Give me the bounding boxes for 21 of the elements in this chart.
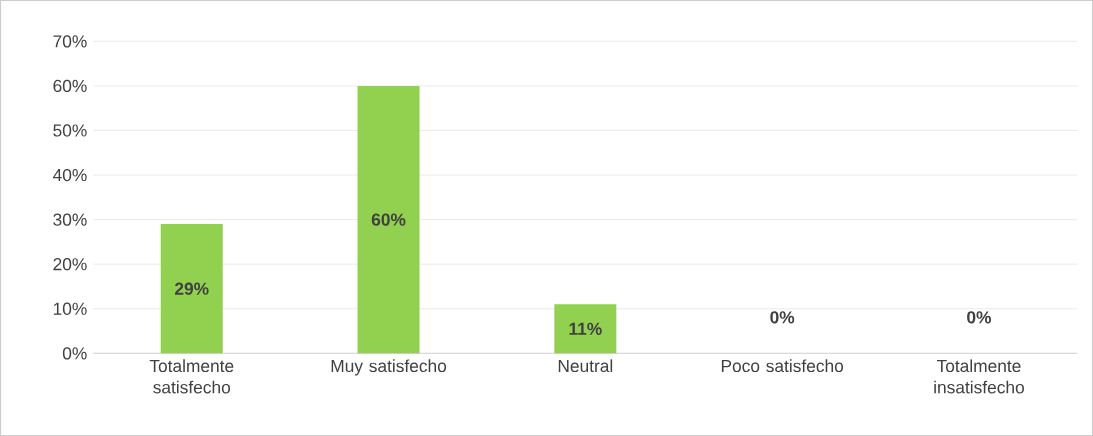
x-tick-label: Totalmente insatisfecho — [934, 359, 1024, 394]
y-tick-label: 0% — [62, 347, 87, 360]
data-label: 29% — [174, 282, 209, 295]
x-tick-label: Poco satisfecho — [721, 359, 844, 373]
bar — [554, 304, 617, 354]
y-tick-label: 70% — [53, 35, 87, 48]
x-tick-label: Muy satisfecho — [331, 359, 447, 376]
y-tick-label: 20% — [53, 258, 87, 271]
bar — [160, 224, 223, 354]
data-label: 60% — [371, 213, 406, 226]
y-tick-label: 50% — [53, 124, 87, 137]
x-tick-label: Neutral — [558, 359, 613, 373]
data-label: 0% — [967, 311, 991, 324]
x-tick-label: Totalmente satisfecho — [149, 359, 234, 394]
data-label: 0% — [770, 311, 795, 324]
bar — [357, 85, 420, 354]
y-tick-label: 40% — [52, 168, 87, 182]
data-label: 11% — [569, 322, 602, 335]
y-tick-label: 30% — [53, 213, 87, 226]
y-tick-label: 10% — [53, 302, 87, 315]
y-tick-label: 60% — [53, 79, 87, 93]
